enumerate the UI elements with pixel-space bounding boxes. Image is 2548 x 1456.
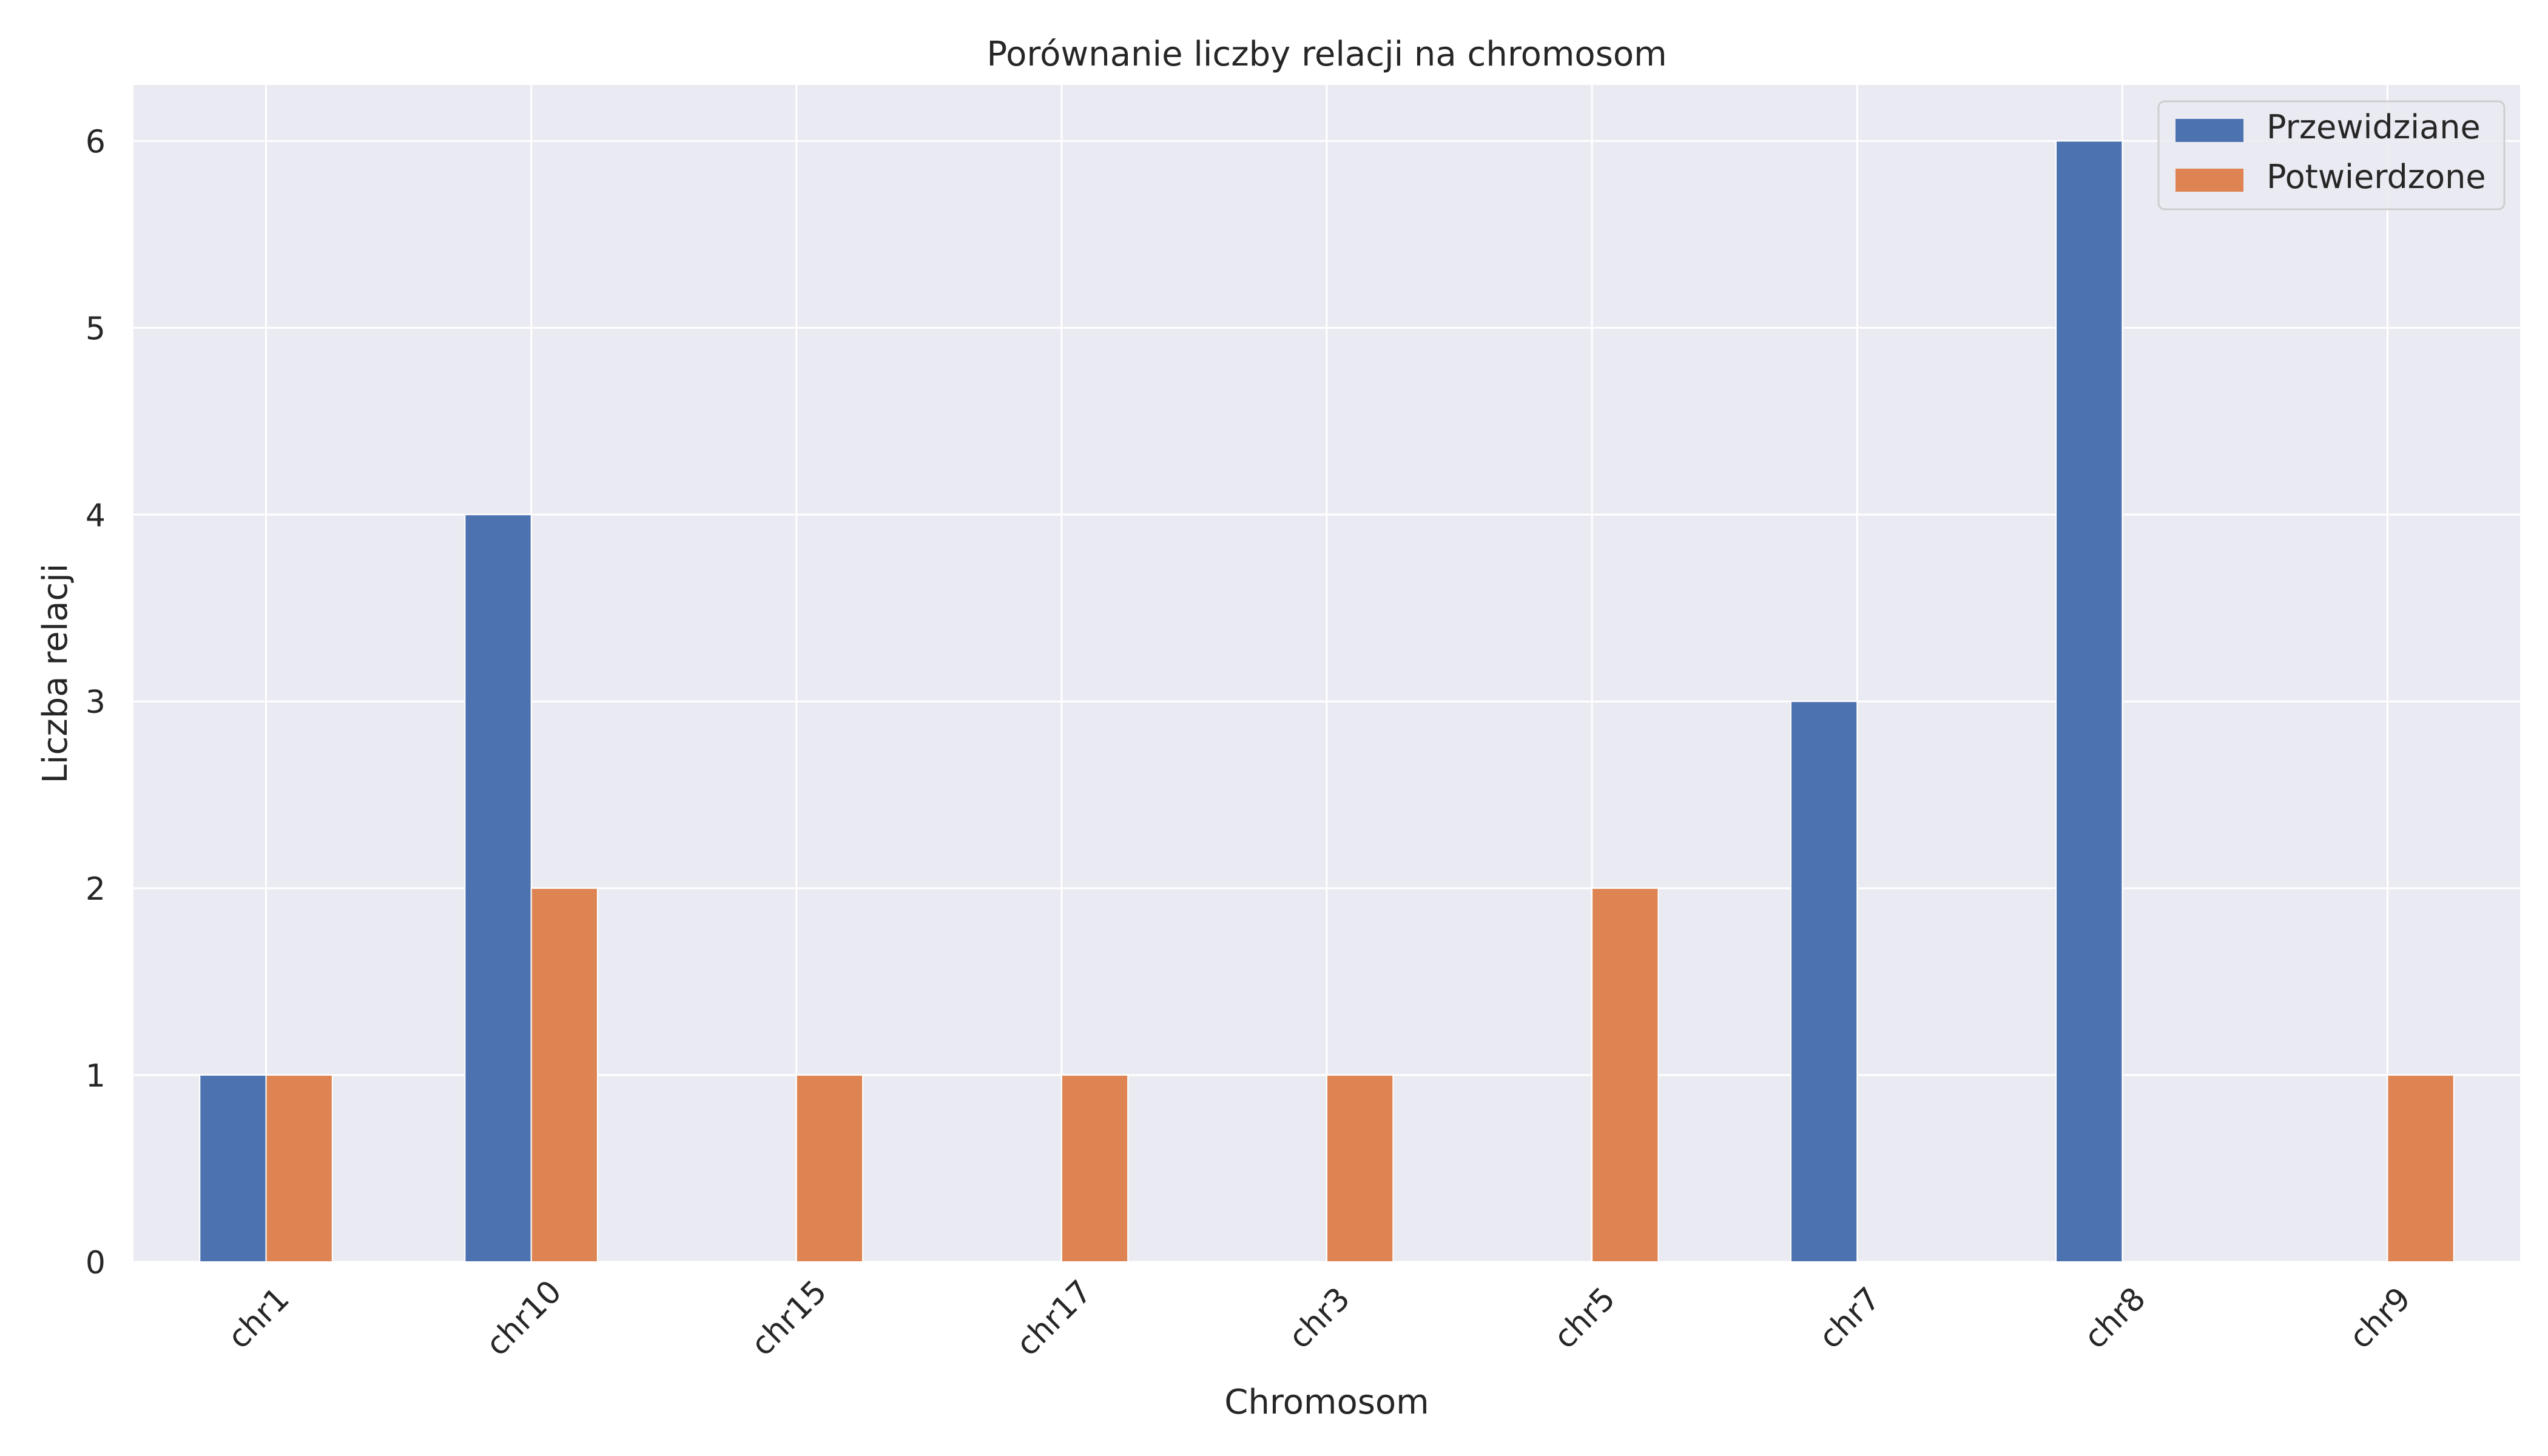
legend-label-potwierdzone: Potwierdzone [2267,158,2486,196]
y-tick-label: 0 [86,1245,106,1281]
bar-potwierdzone-chr17 [1060,1074,1129,1262]
y-tick-label: 3 [86,684,106,721]
y-tick-label: 2 [86,871,106,908]
bar-potwierdzone-chr3 [1326,1074,1394,1262]
x-tick-label: chr1 [221,1281,296,1356]
x-tick-label: chr9 [2342,1281,2418,1356]
legend: Przewidziane Potwierdzone [2157,100,2506,211]
bar-potwierdzone-chr1 [265,1074,333,1262]
y-tick-label: 5 [86,311,106,347]
x-tick-label: chr15 [744,1273,834,1363]
y-axis-ticks: 0 1 2 3 4 5 6 [86,124,106,1281]
bar-potwierdzone-chr15 [795,1074,864,1262]
bar-potwierdzone-chr10 [530,888,598,1262]
x-tick-label: chr10 [479,1273,569,1363]
legend-swatch-potwierdzone [2176,169,2243,192]
legend-box [2157,100,2506,211]
bar-potwierdzone-chr9 [2387,1074,2455,1262]
x-tick-label: chr3 [1282,1281,1357,1356]
x-tick-label: chr17 [1009,1273,1099,1363]
bars [199,140,2455,1262]
bar-przewidziane-chr7 [1790,701,1858,1262]
x-tick-label: chr8 [2077,1281,2152,1356]
x-tick-label: chr7 [1812,1281,1887,1356]
bar-przewidziane-chr1 [199,1074,267,1262]
bar-przewidziane-chr8 [2055,140,2123,1262]
y-tick-label: 1 [86,1058,106,1094]
x-axis-label: Chromosom [1224,1383,1429,1422]
legend-swatch-przewidziane [2176,119,2243,142]
y-axis-label: Liczba relacji [36,564,75,784]
y-tick-label: 4 [86,497,106,534]
legend-label-przewidziane: Przewidziane [2267,108,2481,146]
bar-potwierdzone-chr5 [1591,888,1659,1262]
bar-przewidziane-chr10 [464,514,532,1262]
y-tick-label: 6 [86,124,106,160]
x-tick-label: chr5 [1547,1281,1622,1356]
chart-title: Porównanie liczby relacji na chromosom [986,35,1667,74]
x-axis-ticks: chr1 chr10 chr15 chr17 chr3 chr5 chr7 chr8 chr9 [221,1273,2418,1363]
